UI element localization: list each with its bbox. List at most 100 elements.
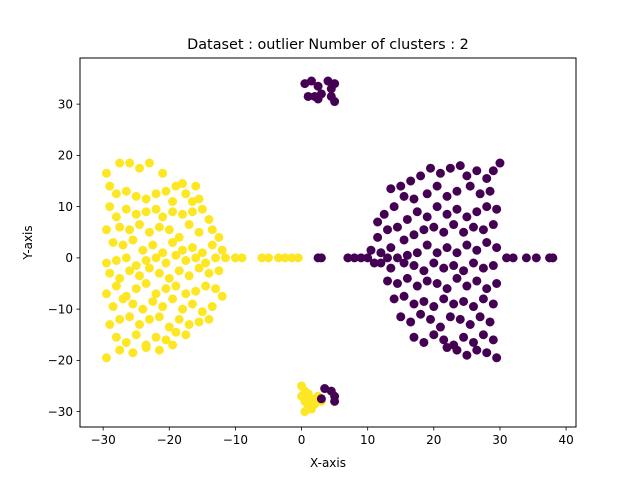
data-point xyxy=(475,312,485,322)
data-point xyxy=(151,289,161,299)
data-point xyxy=(197,248,207,258)
data-point xyxy=(343,253,353,263)
y-tick-label: −20 xyxy=(48,354,73,368)
data-point xyxy=(121,186,131,196)
data-point xyxy=(237,253,247,263)
data-point xyxy=(154,268,164,278)
data-point xyxy=(201,281,211,291)
data-point xyxy=(101,353,111,363)
data-point xyxy=(399,291,409,301)
data-point xyxy=(439,335,449,345)
data-point xyxy=(422,212,432,222)
data-point xyxy=(482,348,492,358)
data-point xyxy=(468,337,478,347)
data-point xyxy=(482,173,492,183)
data-point xyxy=(141,255,151,265)
data-point xyxy=(174,266,184,276)
data-point xyxy=(141,207,151,217)
data-point xyxy=(376,258,386,268)
x-tick-label: 20 xyxy=(426,433,441,447)
data-point xyxy=(158,302,168,312)
data-point xyxy=(131,284,141,294)
data-point xyxy=(217,245,227,255)
data-point xyxy=(171,281,181,291)
data-point xyxy=(452,204,462,214)
data-point xyxy=(439,294,449,304)
data-point xyxy=(161,258,171,268)
y-axis-label: Y-axis xyxy=(21,225,35,260)
data-point xyxy=(204,268,214,278)
data-point xyxy=(426,163,436,173)
data-point xyxy=(472,345,482,355)
y-tick-label: 10 xyxy=(58,200,73,214)
data-point xyxy=(459,227,469,237)
data-point xyxy=(141,194,151,204)
data-point xyxy=(121,337,131,347)
data-point xyxy=(409,332,419,342)
data-point xyxy=(131,209,141,219)
data-point xyxy=(105,181,115,191)
x-tick-label: 0 xyxy=(298,433,306,447)
data-point xyxy=(495,158,505,168)
data-point xyxy=(174,232,184,242)
data-point xyxy=(101,258,111,268)
data-point xyxy=(131,261,141,271)
data-point xyxy=(184,271,194,281)
data-points xyxy=(101,76,558,417)
data-point xyxy=(429,222,439,232)
data-point xyxy=(442,191,452,201)
data-point xyxy=(392,279,402,288)
data-point xyxy=(178,209,188,219)
data-point xyxy=(128,235,138,245)
data-point xyxy=(187,299,197,309)
data-point xyxy=(392,253,402,263)
data-point xyxy=(432,202,442,212)
data-point xyxy=(492,279,502,288)
data-point xyxy=(442,343,452,353)
data-point xyxy=(472,276,482,286)
data-point xyxy=(306,76,316,86)
data-point xyxy=(154,345,164,355)
data-point xyxy=(488,166,498,176)
data-point xyxy=(459,332,469,342)
data-point xyxy=(168,340,178,350)
data-point xyxy=(531,253,541,263)
y-tick-label: 30 xyxy=(58,97,73,111)
data-point xyxy=(141,343,151,353)
data-point xyxy=(482,202,492,212)
data-point xyxy=(386,243,396,253)
data-point xyxy=(455,161,465,171)
data-point xyxy=(452,248,462,258)
data-point xyxy=(488,261,498,271)
data-point xyxy=(419,225,429,235)
data-point xyxy=(383,225,393,235)
data-point xyxy=(164,322,174,332)
data-point xyxy=(111,281,121,291)
data-point xyxy=(197,307,207,317)
data-point xyxy=(158,168,168,178)
data-point xyxy=(135,271,145,281)
data-point xyxy=(452,273,462,283)
data-point xyxy=(101,168,111,178)
data-point xyxy=(330,396,340,406)
data-point xyxy=(151,204,161,214)
data-point xyxy=(144,263,154,273)
data-point xyxy=(181,255,191,265)
data-point xyxy=(356,253,366,263)
data-point xyxy=(178,179,188,189)
data-point xyxy=(158,248,168,258)
data-point xyxy=(475,189,485,199)
data-point xyxy=(111,212,121,222)
data-point xyxy=(194,227,204,237)
data-point xyxy=(171,327,181,337)
data-point xyxy=(144,158,154,168)
data-point xyxy=(435,322,445,332)
data-point xyxy=(472,207,482,217)
data-point xyxy=(363,253,373,263)
data-point xyxy=(406,317,416,327)
data-point xyxy=(138,245,148,255)
data-point xyxy=(429,302,439,312)
data-point xyxy=(125,312,135,322)
y-tick-label: −10 xyxy=(48,302,73,316)
data-point xyxy=(207,240,217,250)
